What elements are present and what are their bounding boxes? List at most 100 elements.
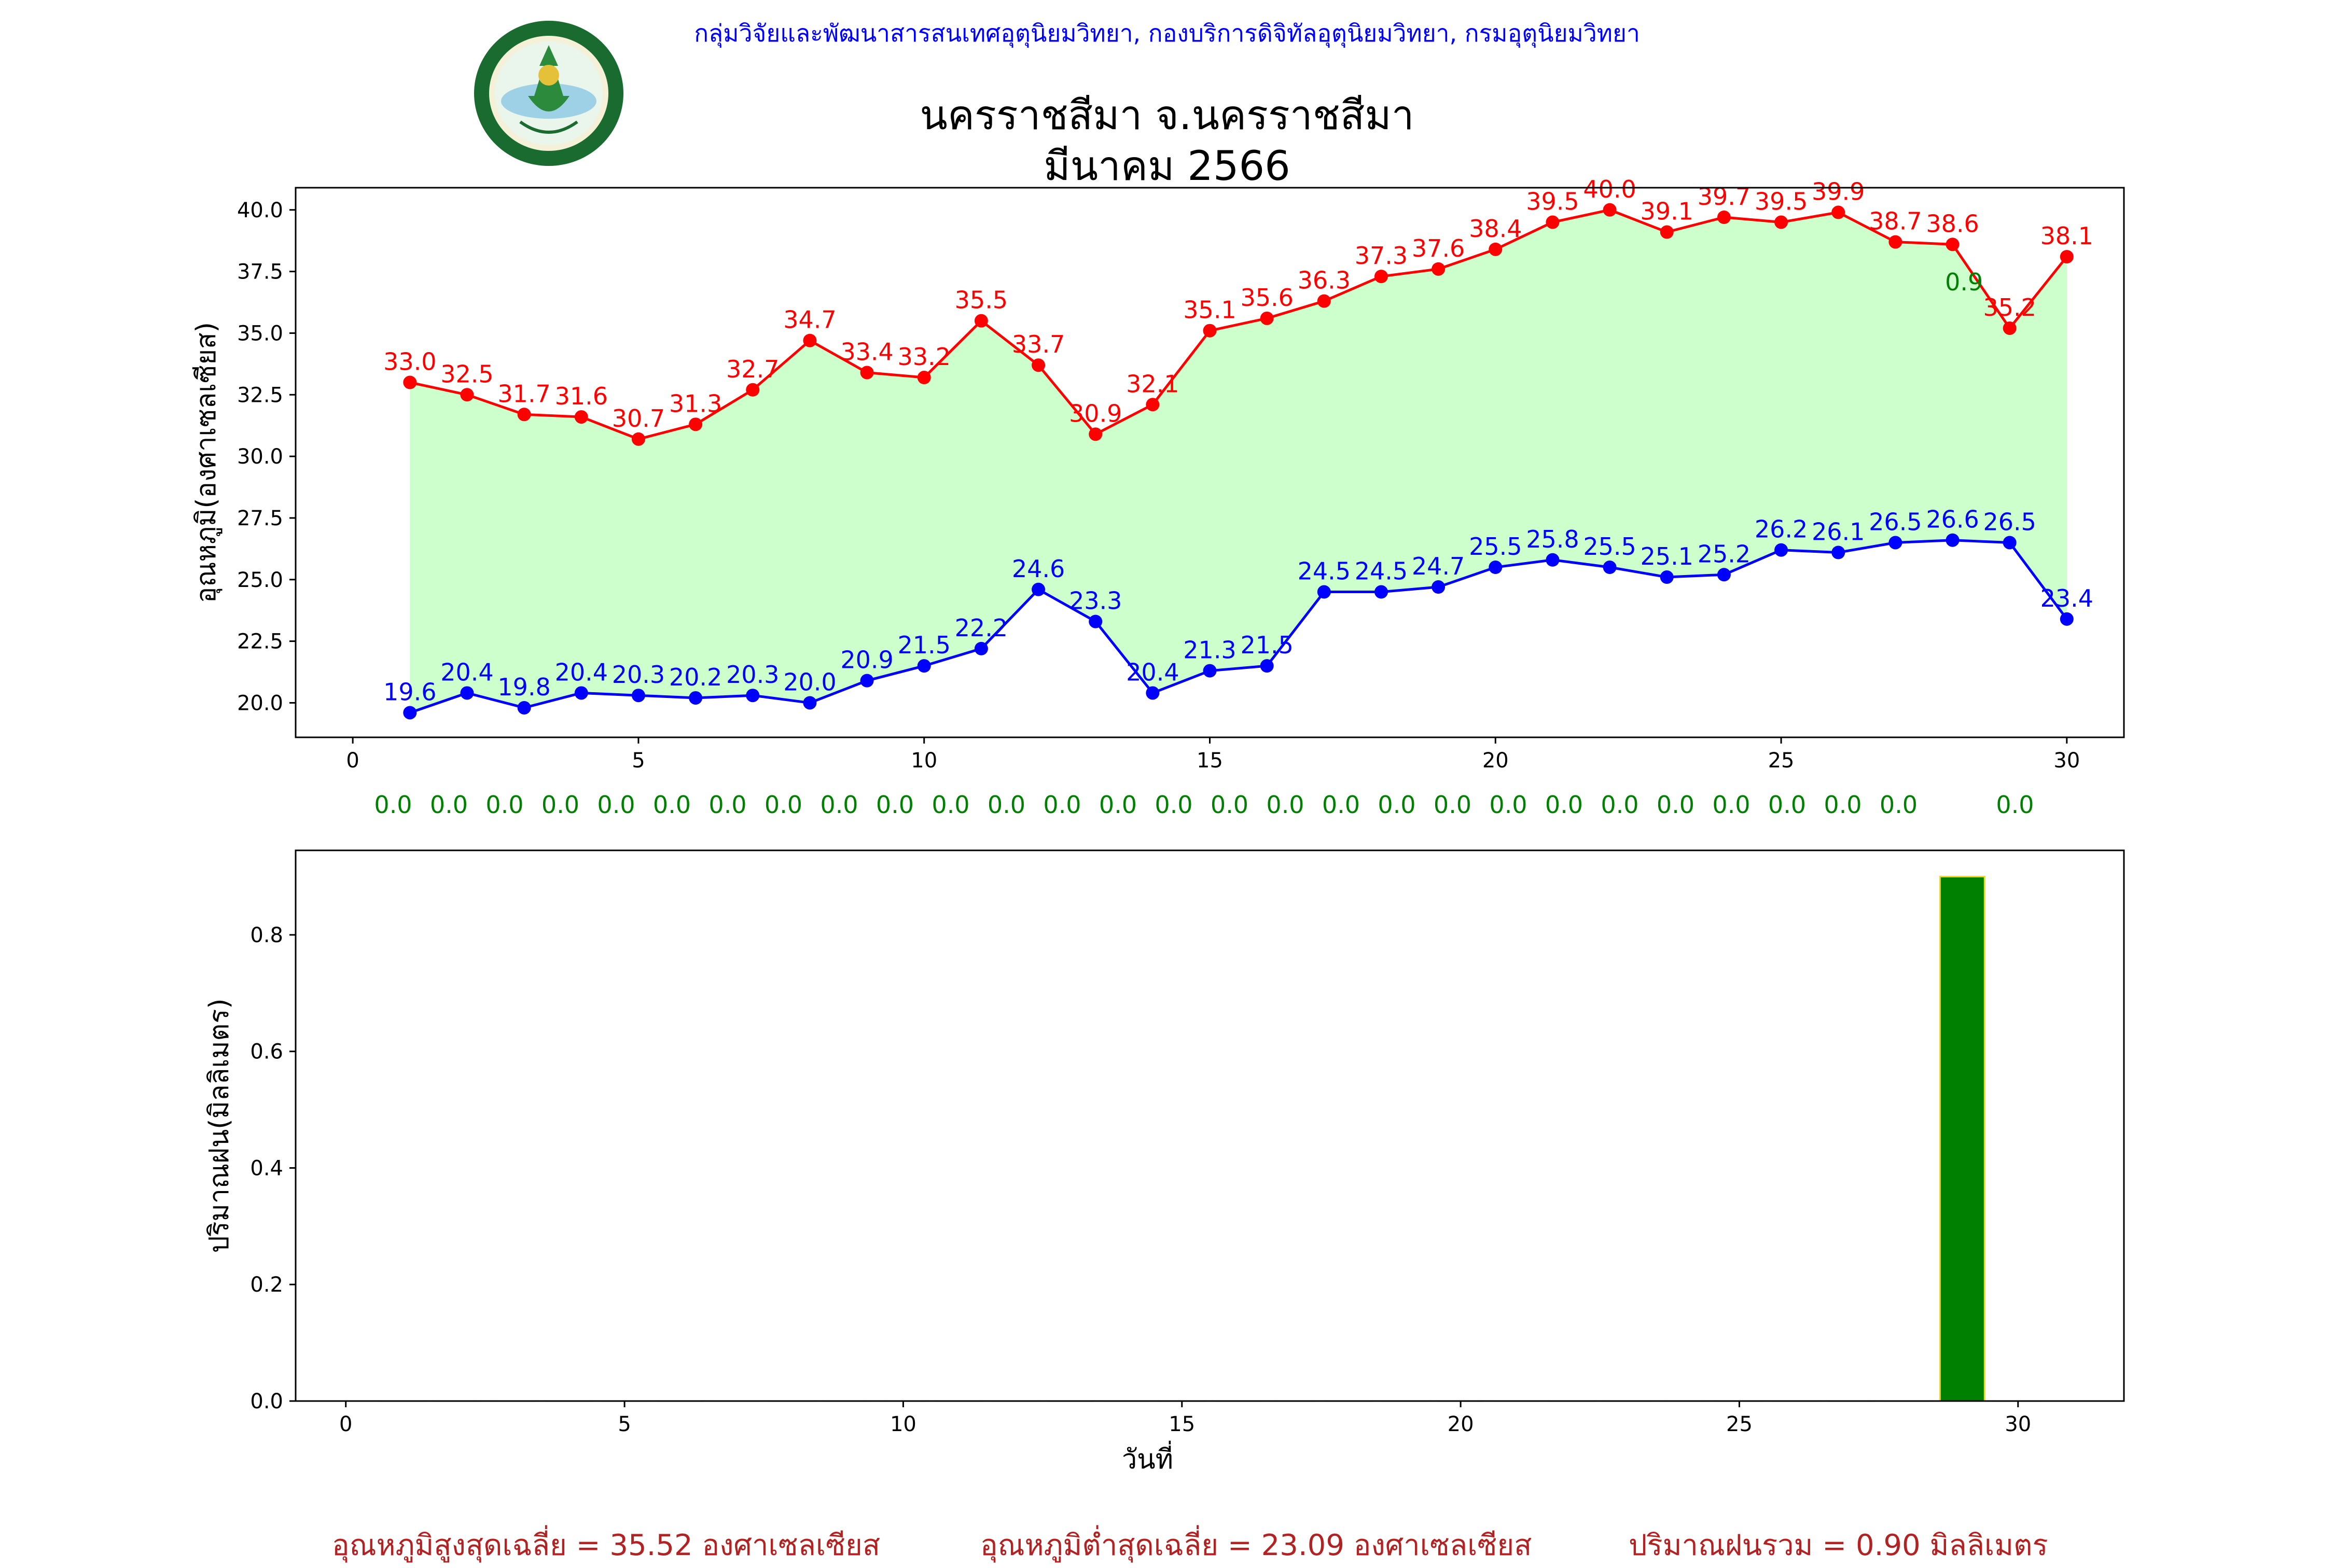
max-temp-label: 34.7 [783, 306, 836, 334]
min-temp-point [1660, 570, 1674, 584]
min-temp-point [1260, 659, 1274, 673]
y-tick-label: 20.0 [237, 691, 283, 715]
max-temp-label: 35.1 [1183, 296, 1236, 324]
max-temp-label: 33.2 [898, 343, 951, 371]
max-temp-point [575, 410, 588, 424]
min-temp-point [860, 674, 874, 688]
y-tick-label: 27.5 [237, 507, 283, 530]
min-temp-point [1546, 553, 1559, 567]
min-temp-point [2003, 536, 2017, 549]
x-tick-label: 20 [1482, 749, 1509, 773]
x-tick-label: 30 [2053, 749, 2080, 773]
min-temp-label: 25.2 [1698, 540, 1751, 568]
min-temp-label: 25.1 [1641, 542, 1693, 570]
max-temp-label: 35.5 [955, 286, 1008, 314]
rain-value-label: 0.0 [876, 791, 914, 819]
rain-value-label: 0.0 [1545, 791, 1583, 819]
rain-value-label: 0.0 [988, 791, 1025, 819]
min-temp-label: 25.5 [1469, 533, 1522, 561]
x-axis-label: วันที่ [1122, 1440, 1173, 1475]
min-temp-label: 26.6 [1926, 506, 1979, 534]
y-tick-label: 0.8 [250, 923, 283, 947]
y-tick-label: 0.2 [250, 1273, 283, 1297]
y-tick-label: 22.5 [237, 630, 283, 654]
min-temp-point [1489, 561, 1502, 574]
max-temp-label: 39.5 [1755, 188, 1808, 216]
max-temp-label: 37.3 [1355, 242, 1408, 270]
max-temp-point [1717, 211, 1731, 224]
max-temp-point [1260, 312, 1274, 325]
x-tick-label: 15 [1197, 749, 1223, 773]
min-temp-label: 20.4 [555, 658, 608, 686]
rain-value-label: 0.0 [765, 791, 802, 819]
min-temp-point [1831, 545, 1845, 559]
y-tick-label: 25.0 [237, 568, 283, 592]
avg-max-summary: อุณหภูมิสูงสุดเฉลี่ย = 35.52 องศาเซลเซีย… [332, 1522, 880, 1568]
min-temp-label: 21.5 [1240, 631, 1293, 659]
min-temp-point [1374, 585, 1388, 599]
max-temp-label: 36.3 [1298, 267, 1351, 295]
x-tick-label: 25 [1768, 749, 1795, 773]
rain-value-label: 0.0 [820, 791, 858, 819]
y-tick-label: 40.0 [237, 199, 283, 222]
max-temp-label: 32.7 [726, 355, 779, 383]
rain-value-label: 0.0 [1322, 791, 1360, 819]
min-temp-point [689, 691, 702, 705]
rainfall-plot-frame [296, 850, 2124, 1401]
min-temp-label: 21.3 [1183, 636, 1236, 664]
max-temp-point [689, 417, 702, 431]
max-temp-label: 37.6 [1412, 234, 1465, 262]
rain-value-label: 0.0 [1211, 791, 1248, 819]
max-temp-point [1546, 216, 1559, 229]
min-temp-label: 26.1 [1812, 517, 1865, 545]
max-temp-point [1489, 243, 1502, 256]
min-temp-point [1946, 534, 1960, 547]
min-temp-label: 19.8 [497, 673, 550, 701]
max-temp-label: 33.4 [840, 338, 893, 366]
max-temp-point [1831, 206, 1845, 219]
min-temp-label: 25.5 [1583, 533, 1636, 561]
min-temp-label: 20.2 [669, 663, 722, 691]
temperature-range-fill [410, 210, 2067, 713]
rain-value-label: 0.0 [1657, 791, 1694, 819]
y-axis-label: อุณหภูมิ(องศาเซลเซียส) [191, 322, 223, 603]
x-tick-label: 0 [346, 749, 359, 773]
rain-value-label: 0.0 [597, 791, 635, 819]
max-temp-point [803, 334, 816, 347]
max-temp-point [1032, 358, 1045, 372]
total-rain-summary: ปริมาณฝนรวม = 0.90 มิลลิเมตร [1629, 1522, 2048, 1568]
x-tick-label: 5 [618, 1412, 631, 1436]
max-temp-label: 33.7 [1012, 330, 1065, 358]
y-tick-label: 0.6 [250, 1040, 283, 1064]
min-temp-point [518, 701, 531, 715]
x-tick-label: 5 [632, 749, 645, 773]
rain-value-label: 0.0 [485, 791, 523, 819]
max-temp-point [1432, 262, 1445, 276]
max-temp-label: 31.7 [497, 380, 550, 408]
max-temp-point [746, 383, 759, 397]
min-temp-point [575, 686, 588, 699]
max-temp-label: 38.1 [2040, 222, 2093, 250]
min-temp-point [1603, 561, 1617, 574]
max-temp-label: 40.0 [1583, 175, 1636, 203]
y-axis-label: ปริมาณฝน(มิลลิเมตร) [204, 998, 235, 1253]
y-tick-label: 35.0 [237, 321, 283, 345]
y-tick-label: 30.0 [237, 445, 283, 469]
temperature-panel: 33.019.632.520.431.719.831.620.430.720.3… [191, 175, 2124, 773]
min-temp-label: 21.5 [898, 631, 951, 659]
max-temp-label: 33.0 [383, 348, 436, 376]
min-temp-point [746, 689, 759, 702]
x-tick-label: 10 [911, 749, 937, 773]
min-temp-point [1146, 686, 1159, 699]
max-temp-label: 39.5 [1526, 188, 1579, 216]
min-temp-label: 23.3 [1069, 587, 1122, 615]
min-temp-point [1203, 664, 1217, 678]
max-temp-point [1203, 324, 1217, 338]
x-tick-label: 20 [1448, 1412, 1474, 1436]
rain-value-label: 0.0 [1768, 791, 1806, 819]
min-temp-point [460, 686, 474, 699]
max-temp-point [1374, 270, 1388, 283]
min-temp-point [1774, 543, 1788, 557]
min-temp-label: 26.5 [1983, 508, 2036, 536]
